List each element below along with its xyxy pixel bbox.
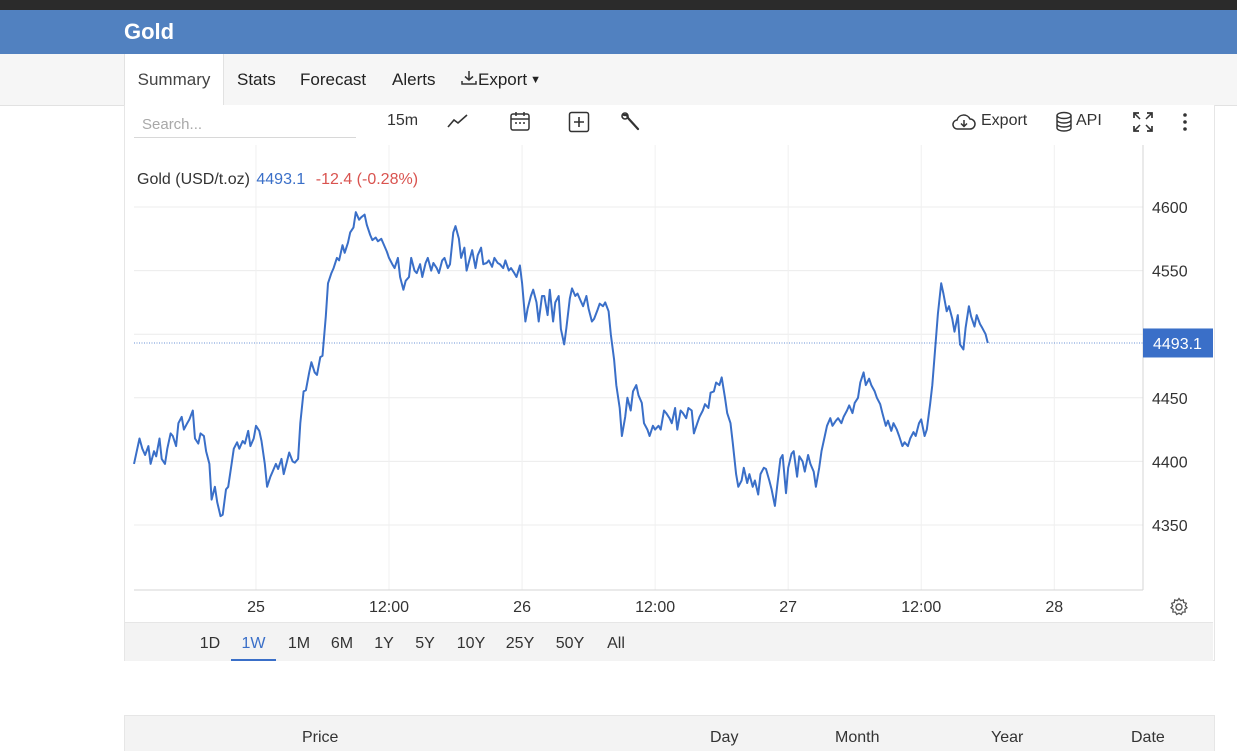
tab-export-label: Export bbox=[478, 70, 528, 89]
tab-stats[interactable]: Stats bbox=[237, 70, 276, 89]
x-tick-label: 28 bbox=[1045, 599, 1063, 616]
database-icon[interactable] bbox=[1054, 111, 1074, 133]
x-tick-label: 27 bbox=[779, 599, 797, 616]
tab-alerts[interactable]: Alerts bbox=[392, 70, 436, 89]
price-table-header: Price Day Month Year Date bbox=[124, 715, 1215, 751]
x-tick-label: 12:00 bbox=[901, 599, 941, 616]
x-tick-label: 26 bbox=[513, 599, 531, 616]
chart-panel bbox=[124, 105, 1215, 661]
range-1d[interactable]: 1D bbox=[199, 635, 221, 652]
quote-legend: Gold (USD/t.oz) 4493.1 -12.4 (-0.28%) bbox=[137, 171, 418, 189]
y-tick-label: 4600 bbox=[1152, 200, 1188, 217]
line-chart-icon[interactable] bbox=[446, 111, 470, 131]
y-axis-ticks: 435044004450450045504600 bbox=[1152, 200, 1188, 535]
col-date: Date bbox=[1131, 729, 1165, 746]
gold-price-line bbox=[133, 211, 989, 518]
y-tick-label: 4450 bbox=[1152, 391, 1188, 408]
y-tick-label: 4400 bbox=[1152, 454, 1188, 471]
range-10y[interactable]: 10Y bbox=[456, 635, 486, 652]
download-icon bbox=[461, 71, 477, 85]
last-price-badge bbox=[1143, 328, 1213, 358]
caret-down-icon: ▼ bbox=[530, 74, 542, 86]
quote-name: Gold (USD/t.oz) bbox=[137, 171, 250, 188]
range-1m[interactable]: 1M bbox=[287, 635, 311, 652]
calendar-icon[interactable] bbox=[509, 110, 531, 132]
range-5y[interactable]: 5Y bbox=[415, 635, 435, 652]
x-tick-label: 25 bbox=[247, 599, 265, 616]
range-1w[interactable]: 1W bbox=[231, 623, 276, 661]
quote-price: 4493.1 bbox=[256, 171, 306, 188]
search-input[interactable] bbox=[134, 112, 356, 138]
col-day: Day bbox=[710, 729, 739, 746]
y-tick-label: 4550 bbox=[1152, 264, 1188, 281]
api-button[interactable]: API bbox=[1076, 112, 1102, 129]
range-1y[interactable]: 1Y bbox=[374, 635, 394, 652]
col-month: Month bbox=[835, 729, 880, 746]
y-tick-label: 4350 bbox=[1152, 518, 1188, 535]
chart-grid bbox=[134, 145, 1143, 590]
range-50y[interactable]: 50Y bbox=[555, 635, 585, 652]
col-year: Year bbox=[991, 729, 1024, 746]
export-button[interactable]: Export bbox=[981, 112, 1028, 129]
fullscreen-icon[interactable] bbox=[1132, 111, 1154, 133]
last-price-label: 4493.1 bbox=[1153, 336, 1202, 353]
tab-forecast[interactable]: Forecast bbox=[300, 70, 367, 89]
range-all[interactable]: All bbox=[607, 635, 625, 652]
add-indicator-icon[interactable] bbox=[568, 111, 590, 133]
range-25y[interactable]: 25Y bbox=[505, 635, 535, 652]
cloud-download-icon[interactable] bbox=[951, 111, 977, 133]
quote-change: -12.4 (-0.28%) bbox=[315, 171, 419, 188]
page-title: Gold bbox=[124, 19, 175, 44]
x-tick-label: 12:00 bbox=[369, 599, 409, 616]
col-price: Price bbox=[302, 729, 339, 746]
tab-bar: Summary Stats Forecast Alerts Export ▼ bbox=[0, 54, 1237, 106]
range-6m[interactable]: 6M bbox=[330, 635, 354, 652]
tab-summary[interactable]: Summary bbox=[124, 54, 224, 106]
x-axis-ticks: 25 12:00 26 12:00 27 12:00 28 bbox=[247, 599, 1063, 616]
x-tick-label: 12:00 bbox=[635, 599, 675, 616]
interval-selector[interactable]: 15m bbox=[387, 112, 419, 129]
top-strip bbox=[0, 0, 1237, 10]
tab-export[interactable]: Export ▼ bbox=[460, 54, 541, 105]
chart-settings-gear-icon[interactable] bbox=[1168, 596, 1190, 618]
range-selector: 1D 1W 1M 6M 1Y 5Y 10Y 25Y 50Y All bbox=[125, 622, 1213, 661]
title-bar: Gold bbox=[0, 10, 1237, 54]
more-options-icon[interactable] bbox=[1178, 112, 1192, 132]
wrench-icon[interactable] bbox=[620, 111, 642, 133]
